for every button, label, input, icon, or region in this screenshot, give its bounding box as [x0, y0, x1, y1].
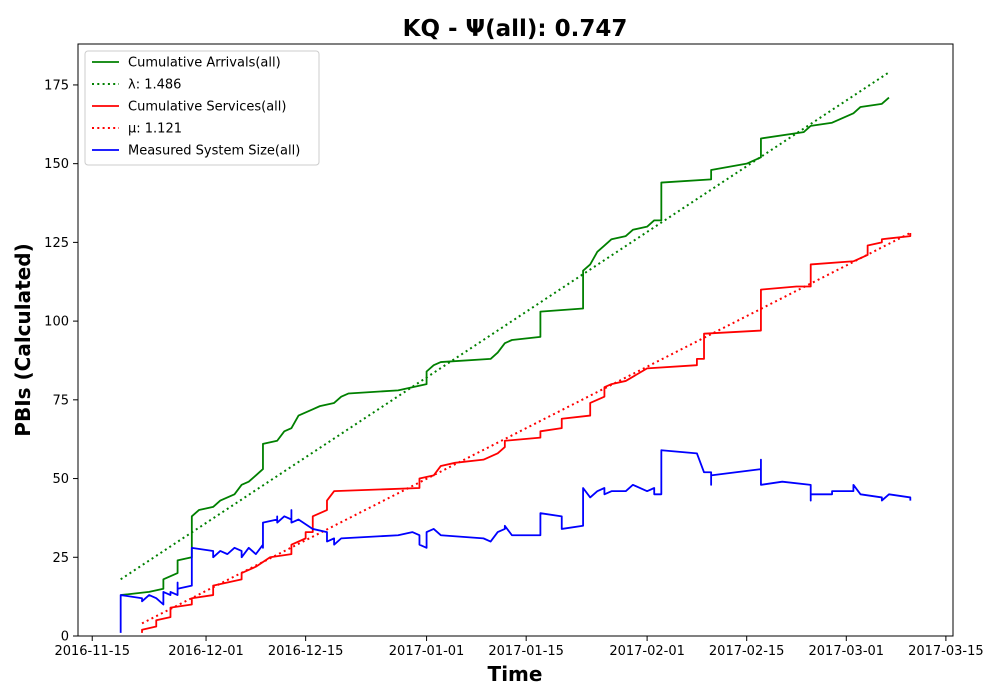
chart-title: KQ - Ψ(all): 0.747	[403, 16, 628, 42]
y-tick-label: 125	[44, 236, 69, 251]
legend-label: Cumulative Arrivals(all)	[128, 56, 281, 71]
x-tick-label: 2017-02-01	[609, 644, 685, 659]
axes-layer: 2016-11-15 2016-12-01 2016-12-15 2017-01-01…	[44, 43, 984, 659]
series-line-0	[120, 96, 890, 596]
x-tick-label: 2016-12-15	[268, 644, 344, 659]
x-tick-label: 2016-12-01	[168, 644, 244, 659]
y-tick-label: 50	[52, 472, 69, 487]
x-axis-label: Time	[488, 662, 543, 686]
y-tick-label: 175	[44, 78, 69, 93]
series-line-2	[141, 232, 912, 633]
legend-label: Measured System Size(all)	[128, 144, 300, 159]
series-line-4	[119, 449, 912, 633]
legend: Cumulative Arrivals(all) λ: 1.486 Cumulati…	[84, 50, 320, 166]
series-layer	[119, 71, 912, 633]
y-tick-label: 100	[44, 315, 69, 330]
legend-label: μ: 1.121	[128, 122, 182, 137]
legend-label: Cumulative Services(all)	[128, 100, 286, 115]
plot-frame	[77, 43, 954, 637]
x-tick-label: 2016-11-15	[54, 644, 130, 659]
y-tick-label: 75	[52, 393, 69, 408]
x-tick-label: 2017-02-15	[709, 644, 785, 659]
series-line-3	[141, 232, 911, 625]
x-tick-label: 2017-01-15	[488, 644, 564, 659]
y-tick-label: 0	[61, 630, 69, 645]
y-axis-label: PBIs (Calculated)	[11, 243, 35, 436]
x-tick-label: 2017-03-01	[809, 644, 885, 659]
x-tick-label: 2017-03-15	[908, 644, 984, 659]
y-tick-label: 25	[52, 551, 69, 566]
legend-frame	[84, 50, 320, 166]
legend-label: λ: 1.486	[128, 78, 181, 93]
x-tick-label: 2017-01-01	[389, 644, 465, 659]
y-tick-label: 150	[44, 157, 69, 172]
